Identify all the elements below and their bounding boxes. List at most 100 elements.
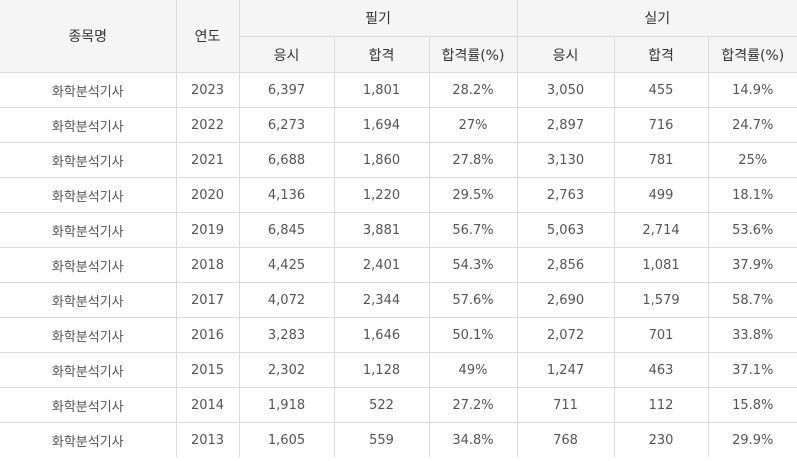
cell-item-name: 화학분석기사 [0,387,177,423]
header-row-top: 종목명 연도 필기 실기 [0,0,797,73]
cell-item-name: 화학분석기사 [0,422,177,457]
col-header-practical-passed: 합격 [613,36,709,73]
cell-practical-pass-rate: 14.9% [707,72,797,108]
cell-written-applicants: 6,273 [238,107,335,143]
table-row: 화학분석기사 2023 6,397 1,801 28.2% 3,050 455 14.9% [0,72,797,108]
col-header-written-applicants: 응시 [239,36,335,73]
col-header-written-passed: 합격 [333,36,430,73]
cell-year: 2020 [175,177,240,213]
cell-written-passed: 1,694 [333,107,430,143]
cell-practical-pass-rate: 15.8% [707,387,797,423]
cell-written-applicants: 3,283 [238,317,335,353]
cell-written-applicants: 1,918 [238,387,335,423]
cell-written-passed: 1,220 [333,177,430,213]
cell-item-name: 화학분석기사 [0,282,177,318]
table-row: 화학분석기사 2015 2,302 1,128 49% 1,247 463 37.1% [0,352,797,388]
cell-written-pass-rate: 50.1% [428,317,518,353]
cell-practical-passed: 701 [613,317,709,353]
cell-written-passed: 1,128 [333,352,430,388]
cell-written-pass-rate: 27.2% [428,387,518,423]
cell-practical-passed: 463 [613,352,709,388]
cell-practical-applicants: 768 [516,422,615,457]
cell-practical-pass-rate: 37.9% [707,247,797,283]
cell-practical-passed: 455 [613,72,709,108]
cell-item-name: 화학분석기사 [0,72,177,108]
cell-year: 2017 [175,282,240,318]
col-header-practical-applicants: 응시 [516,36,615,73]
cell-written-applicants: 1,605 [238,422,335,457]
cell-practical-applicants: 5,063 [516,212,615,248]
table-header: 종목명 연도 필기 실기 응시 합격 합격률(%) 응시 합격 합격률(%) [0,0,797,73]
cell-year: 2023 [175,72,240,108]
cell-written-applicants: 6,845 [238,212,335,248]
col-group-written: 필기 [238,0,518,37]
cell-written-passed: 1,646 [333,317,430,353]
cell-year: 2016 [175,317,240,353]
table-row: 화학분석기사 2022 6,273 1,694 27% 2,897 716 24.7% [0,107,797,143]
cell-item-name: 화학분석기사 [0,177,177,213]
cell-practical-applicants: 3,050 [516,72,615,108]
cell-written-applicants: 6,397 [238,72,335,108]
col-header-practical-pass-rate: 합격률(%) [707,36,797,73]
cell-written-pass-rate: 57.6% [428,282,518,318]
cell-practical-applicants: 2,897 [516,107,615,143]
cell-practical-pass-rate: 33.8% [707,317,797,353]
cell-written-passed: 559 [333,422,430,457]
cell-written-pass-rate: 34.8% [428,422,518,457]
cell-year: 2021 [175,142,240,178]
cell-practical-passed: 781 [613,142,709,178]
cell-practical-passed: 1,081 [613,247,709,283]
col-header-year: 연도 [175,0,240,73]
cell-written-passed: 2,344 [333,282,430,318]
cell-practical-applicants: 711 [516,387,615,423]
cell-practical-pass-rate: 58.7% [707,282,797,318]
cell-practical-pass-rate: 37.1% [707,352,797,388]
cell-practical-passed: 1,579 [613,282,709,318]
cell-practical-applicants: 1,247 [516,352,615,388]
cell-written-pass-rate: 27% [428,107,518,143]
cell-written-passed: 3,881 [333,212,430,248]
cell-practical-passed: 230 [613,422,709,457]
cell-practical-pass-rate: 25% [707,142,797,178]
cell-written-applicants: 2,302 [238,352,335,388]
col-group-practical: 실기 [516,0,797,37]
cell-written-applicants: 4,425 [238,247,335,283]
table-row: 화학분석기사 2021 6,688 1,860 27.8% 3,130 781 25% [0,142,797,178]
cell-practical-applicants: 2,072 [516,317,615,353]
cell-item-name: 화학분석기사 [0,317,177,353]
cell-written-pass-rate: 28.2% [428,72,518,108]
table-row: 화학분석기사 2018 4,425 2,401 54.3% 2,856 1,081 37.9% [0,247,797,283]
cell-practical-applicants: 2,763 [516,177,615,213]
cell-written-applicants: 4,072 [238,282,335,318]
cell-written-pass-rate: 29.5% [428,177,518,213]
cell-item-name: 화학분석기사 [0,212,177,248]
cell-year: 2013 [175,422,240,457]
col-header-item-name: 종목명 [0,0,177,73]
cell-year: 2022 [175,107,240,143]
cell-written-passed: 1,860 [333,142,430,178]
cell-written-applicants: 4,136 [238,177,335,213]
cell-written-passed: 1,801 [333,72,430,108]
cell-practical-passed: 716 [613,107,709,143]
cell-practical-applicants: 2,856 [516,247,615,283]
col-header-written-pass-rate: 합격률(%) [428,36,518,73]
cell-practical-applicants: 2,690 [516,282,615,318]
cell-practical-pass-rate: 24.7% [707,107,797,143]
table-row: 화학분석기사 2013 1,605 559 34.8% 768 230 29.9% [0,422,797,457]
table-row: 화학분석기사 2016 3,283 1,646 50.1% 2,072 701 33.8% [0,317,797,353]
cell-practical-passed: 2,714 [613,212,709,248]
cell-item-name: 화학분석기사 [0,352,177,388]
cell-practical-pass-rate: 18.1% [707,177,797,213]
cell-item-name: 화학분석기사 [0,107,177,143]
cell-year: 2014 [175,387,240,423]
table-body: 화학분석기사 2023 6,397 1,801 28.2% 3,050 455 14.9% 화학… [0,72,797,457]
cell-written-pass-rate: 54.3% [428,247,518,283]
table-row: 화학분석기사 2019 6,845 3,881 56.7% 5,063 2,714 53.6% [0,212,797,248]
cell-practical-pass-rate: 53.6% [707,212,797,248]
cell-written-pass-rate: 56.7% [428,212,518,248]
cell-practical-passed: 499 [613,177,709,213]
cell-written-pass-rate: 49% [428,352,518,388]
cell-practical-applicants: 3,130 [516,142,615,178]
cell-written-passed: 2,401 [333,247,430,283]
